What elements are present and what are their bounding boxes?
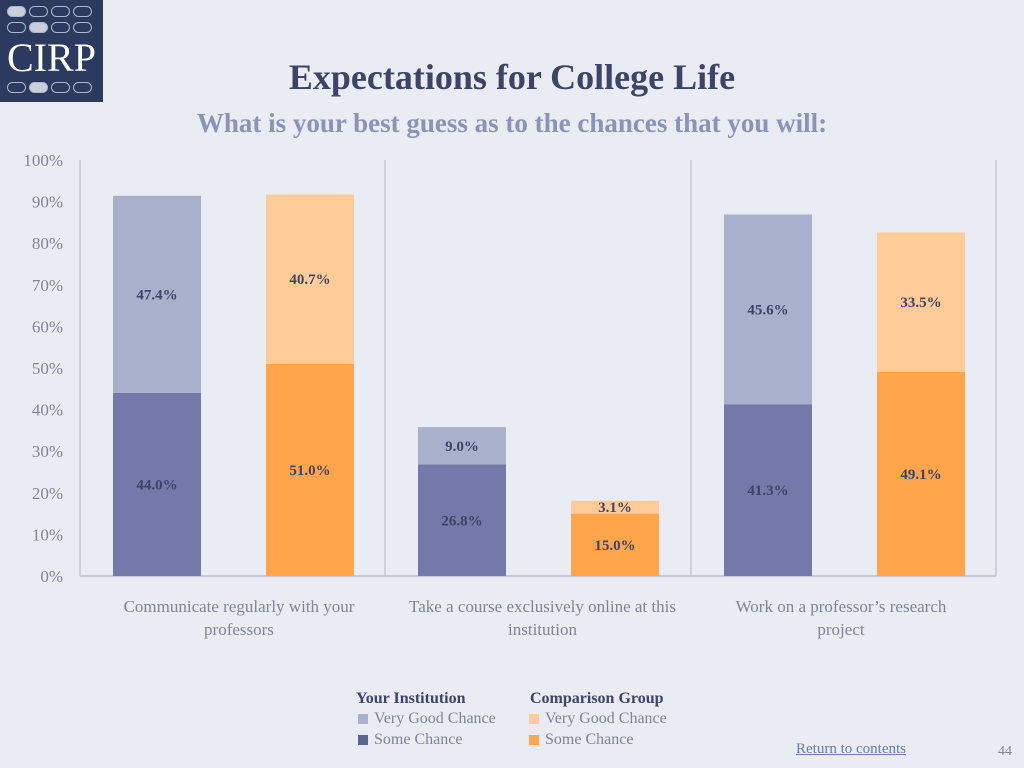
bar-comp-some-chance-3: [877, 371, 965, 576]
data-label-your-some-3: 41.3%: [747, 483, 788, 499]
legend-label: Some Chance: [374, 731, 463, 748]
page-number: 44: [998, 744, 1012, 759]
bar-comp-very-good-chance-2: [571, 500, 659, 514]
logo-ovals-top: [7, 6, 92, 17]
bar-comp-very-good-chance-3: [877, 232, 965, 372]
category-label-3: Work on a professor’s research project: [735, 597, 947, 639]
data-label-your-very-3: 45.6%: [747, 302, 788, 318]
legend-swatch: [358, 714, 368, 724]
data-label-your-some-2: 26.8%: [441, 513, 482, 529]
legend-heading-your-institution: Your Institution: [356, 690, 466, 707]
data-label-comp-very-3: 33.5%: [900, 295, 941, 311]
bar-your-some-chance-3: [724, 404, 812, 576]
data-label-comp-some-1: 51.0%: [289, 463, 330, 479]
logo-ovals-top-2: [7, 22, 92, 33]
logo-ovals-bottom: [7, 82, 92, 93]
legend-label: Some Chance: [545, 731, 634, 748]
bar-your-very-good-chance-2: [418, 427, 506, 465]
data-label-comp-very-2: 3.1%: [598, 500, 632, 516]
category-label-1: Communicate regularly with your professor…: [123, 597, 355, 639]
legend-label: Very Good Chance: [545, 710, 667, 727]
bar-your-very-good-chance-1: [113, 195, 201, 393]
bar-your-some-chance-2: [418, 464, 506, 576]
bar-comp-very-good-chance-1: [266, 194, 354, 364]
data-label-your-very-2: 9.0%: [445, 439, 479, 455]
data-label-your-some-1: 44.0%: [136, 477, 177, 493]
y-tick-label: 10%: [32, 525, 63, 544]
data-label-comp-some-3: 49.1%: [900, 467, 941, 483]
data-label-your-very-1: 47.4%: [136, 287, 177, 303]
bar-your-some-chance-1: [113, 392, 201, 576]
legend-label: Very Good Chance: [374, 710, 496, 727]
legend-comp-some: Some Chance: [529, 731, 633, 749]
y-tick-label: 70%: [32, 276, 63, 295]
category-label-2: Take a course exclusively online at this…: [409, 597, 676, 639]
y-tick-label: 0%: [40, 567, 63, 585]
y-tick-label: 40%: [32, 401, 63, 420]
logo-text: CIRP: [7, 35, 96, 80]
y-tick-label: 60%: [32, 317, 63, 336]
y-tick-label: 50%: [32, 359, 63, 378]
stacked-bar-chart: 0% 10% 20% 30% 40% 50% 60% 70% 80% 90% 100% 44.0% 47…: [23, 151, 997, 585]
legend-your-some: Some Chance: [358, 731, 462, 749]
y-tick-label: 20%: [32, 484, 63, 503]
legend-heading-comparison-group: Comparison Group: [530, 690, 664, 707]
page-title: Expectations for College Life: [288, 57, 736, 97]
legend-swatch: [529, 735, 539, 745]
y-tick-label: 100%: [23, 151, 63, 170]
data-label-comp-some-2: 15.0%: [594, 538, 635, 554]
cirp-logo: CIRP: [0, 0, 103, 102]
legend-swatch: [358, 735, 368, 745]
y-tick-label: 30%: [32, 442, 63, 461]
legend-comp-very-good: Very Good Chance: [529, 710, 667, 728]
page-subtitle: What is your best guess as to the chance…: [196, 108, 828, 138]
bar-comp-some-chance-2: [571, 513, 659, 576]
legend-swatch: [529, 714, 539, 724]
legend-your-very-good: Very Good Chance: [358, 710, 496, 728]
bar-comp-some-chance-1: [266, 363, 354, 576]
return-to-contents-link[interactable]: Return to contents: [796, 741, 906, 757]
y-tick-label: 80%: [32, 234, 63, 253]
y-tick-label: 90%: [32, 193, 63, 212]
data-label-comp-very-1: 40.7%: [289, 272, 330, 288]
bar-your-very-good-chance-3: [724, 214, 812, 405]
